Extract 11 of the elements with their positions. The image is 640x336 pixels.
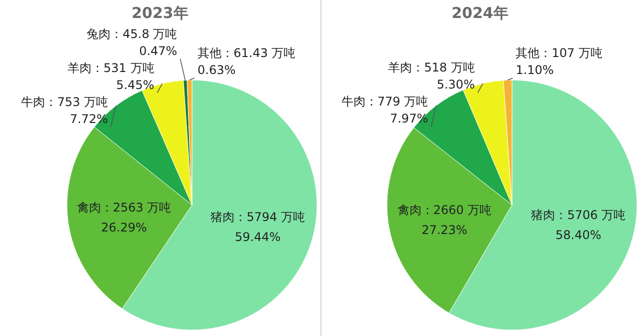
slice-label: 其他：61.43 万吨 0.63% <box>198 46 296 78</box>
slice-label: 其他：107 万吨 1.10% <box>516 46 602 78</box>
slice-label: 禽肉：2563 万吨 26.29% <box>76 200 172 234</box>
slice-label: 羊肉：518 万吨 5.30% <box>388 60 475 92</box>
slice-label: 猪肉：5794 万吨 59.44% <box>210 210 305 244</box>
chart-title: 2023年 <box>132 4 188 22</box>
slice-label: 羊肉：531 万吨 5.45% <box>68 60 154 92</box>
slice-label: 禽肉：2660 万吨 27.23% <box>397 202 492 237</box>
slice-label: 兔肉：45.8 万吨 0.47% <box>86 26 178 58</box>
chart-title: 2024年 <box>452 4 508 22</box>
slice-label: 猪肉：5706 万吨 58.40% <box>531 208 626 242</box>
